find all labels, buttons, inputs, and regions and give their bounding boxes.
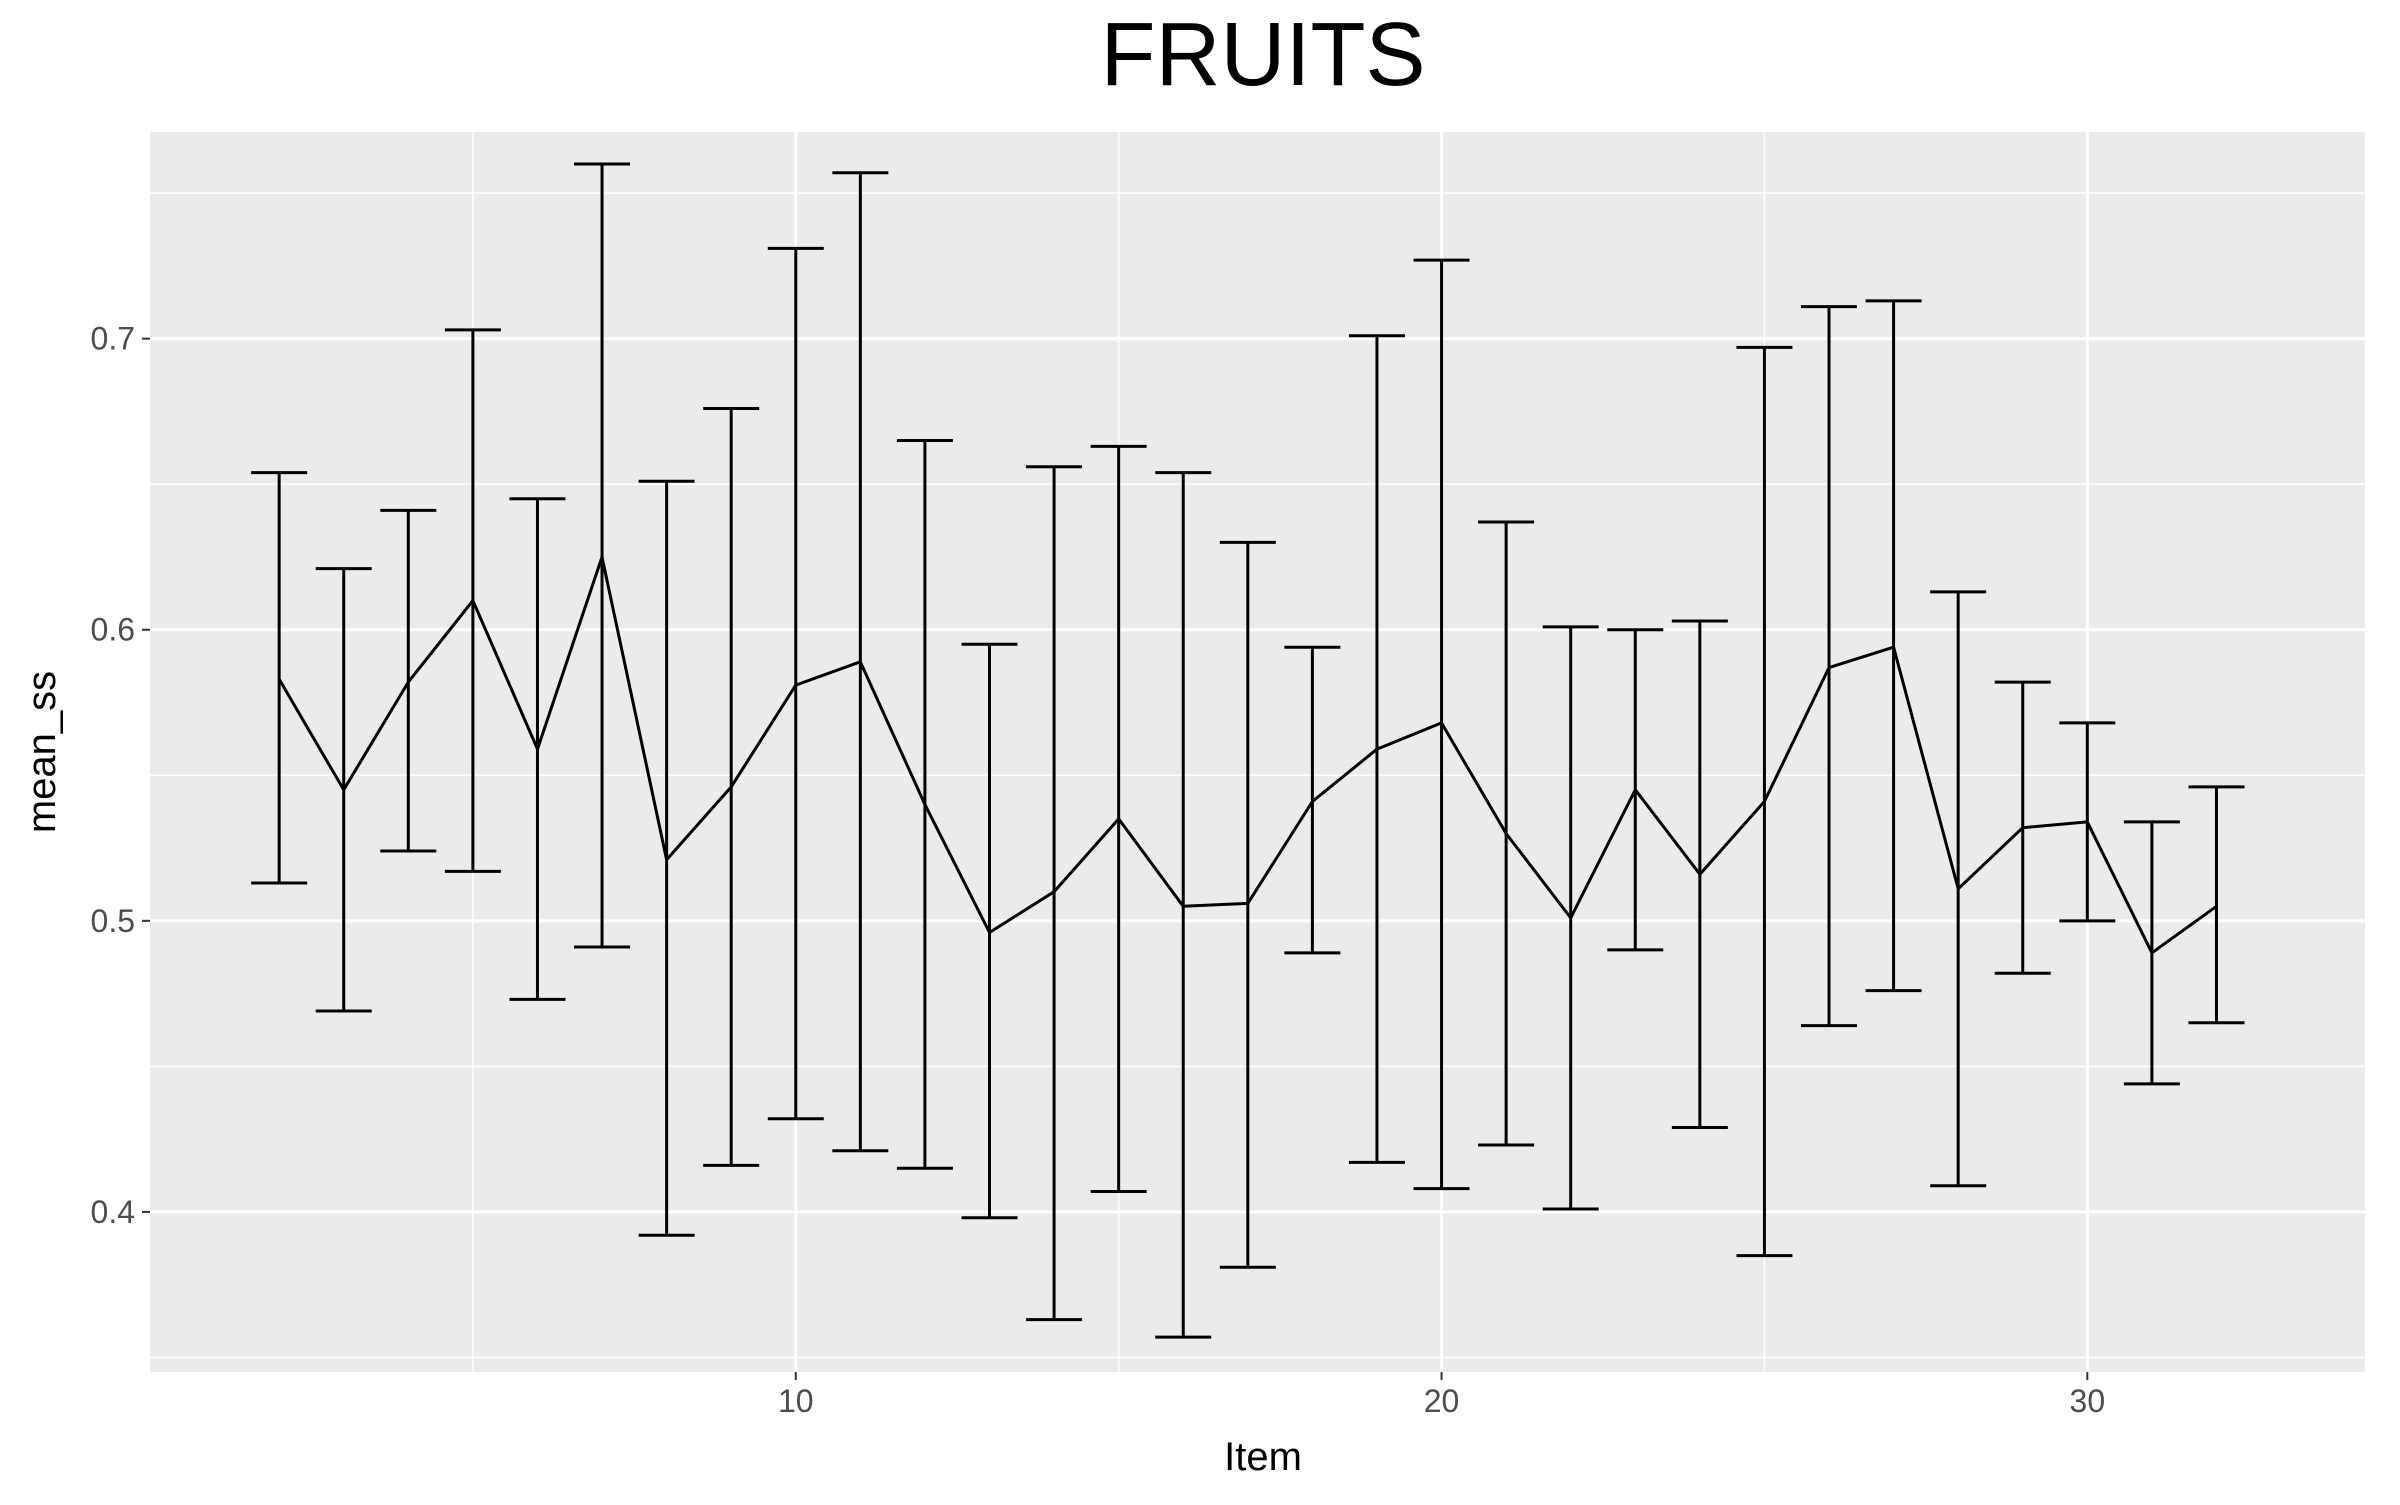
series-line-group bbox=[277, 555, 2218, 955]
y-axis-label: mean_ss bbox=[20, 671, 64, 833]
x-tick-label: 20 bbox=[1424, 1383, 1460, 1419]
x-axis: 10 20 30 bbox=[778, 1372, 2105, 1419]
plot-panel bbox=[150, 132, 2365, 1372]
y-tick-label: 0.4 bbox=[91, 1194, 135, 1230]
y-tick-label: 0.5 bbox=[91, 903, 135, 939]
x-tick-label: 10 bbox=[778, 1383, 814, 1419]
x-tick-label: 30 bbox=[2070, 1383, 2106, 1419]
x-axis-label: Item bbox=[1224, 1435, 1302, 1479]
chart-title: FRUITS bbox=[1101, 5, 1426, 105]
series-line bbox=[277, 555, 2218, 955]
y-tick-label: 0.6 bbox=[91, 612, 135, 648]
y-tick-label: 0.7 bbox=[91, 321, 135, 357]
y-axis: 0.4 0.5 0.6 0.7 bbox=[91, 321, 150, 1230]
